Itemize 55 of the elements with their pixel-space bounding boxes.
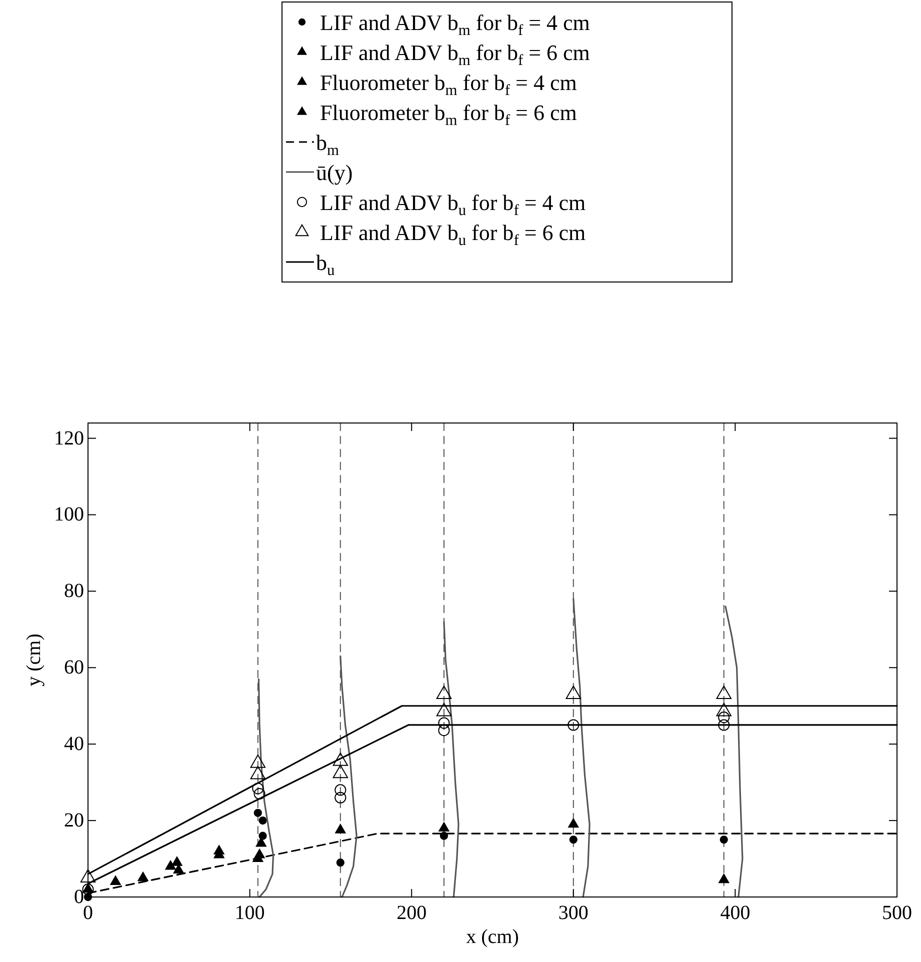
legend-label: LIF and ADV b$_{u}$ for b$_{f}$ = 4 cm xyxy=(320,190,586,219)
point xyxy=(569,836,578,844)
x-axis-title: x (cm) xyxy=(466,926,519,948)
point xyxy=(254,788,266,800)
point xyxy=(254,808,262,817)
point xyxy=(334,784,346,796)
x-tick-label: 500 xyxy=(882,902,912,924)
point xyxy=(718,874,730,884)
point xyxy=(440,832,448,840)
x-tick-label: 200 xyxy=(396,902,427,924)
point xyxy=(335,824,346,834)
point xyxy=(336,858,344,867)
point xyxy=(258,816,267,825)
legend-label: Fluorometer b$_{m}$ for b$_{f}$ = 4 cm xyxy=(320,70,577,99)
point xyxy=(332,752,348,766)
legend-label: LIF and ADV b$_{u}$ for b$_{f}$ = 6 cm xyxy=(320,220,586,249)
legend-label: LIF and ADV b$_{m}$ for b$_{f}$ = 4 cm xyxy=(320,10,590,39)
point xyxy=(82,884,94,896)
y-tick-label: 100 xyxy=(54,504,84,526)
point xyxy=(110,876,121,885)
legend-label: LIF and ADV b$_{m}$ for b$_{f}$ = 6 cm xyxy=(320,40,590,69)
point xyxy=(138,872,148,882)
point xyxy=(258,832,267,840)
point xyxy=(334,792,346,804)
point xyxy=(566,686,582,700)
y-tick-label: 120 xyxy=(54,427,84,450)
point xyxy=(438,822,450,832)
y-axis-title: y (cm) xyxy=(23,634,45,686)
point xyxy=(256,837,266,847)
point xyxy=(332,764,348,778)
y-tick-label: 60 xyxy=(64,656,84,679)
legend-label: ū(y) xyxy=(316,160,353,184)
x-tick-label: 300 xyxy=(558,902,588,924)
legend-label: b$_{u}$ xyxy=(316,250,335,279)
point xyxy=(436,702,452,716)
point xyxy=(720,836,728,844)
point xyxy=(436,686,452,700)
x-tick-label: 400 xyxy=(720,902,750,924)
point xyxy=(250,766,266,780)
point xyxy=(716,686,732,700)
legend-label: b$_{m}$ xyxy=(316,130,339,159)
point xyxy=(172,856,182,866)
y-tick-label: 0 xyxy=(74,886,84,908)
point xyxy=(173,864,184,874)
point xyxy=(252,782,264,794)
y-tick-label: 80 xyxy=(64,580,84,602)
x-tick-label: 100 xyxy=(234,902,265,924)
point xyxy=(568,818,579,828)
y-tick-label: 40 xyxy=(64,733,84,756)
point xyxy=(80,869,96,882)
point xyxy=(165,860,176,870)
point xyxy=(250,754,266,768)
legend-label: Fluorometer b$_{m}$ for b$_{f}$ = 6 cm xyxy=(320,100,577,129)
y-tick-label: 20 xyxy=(64,810,84,832)
point xyxy=(716,702,732,716)
